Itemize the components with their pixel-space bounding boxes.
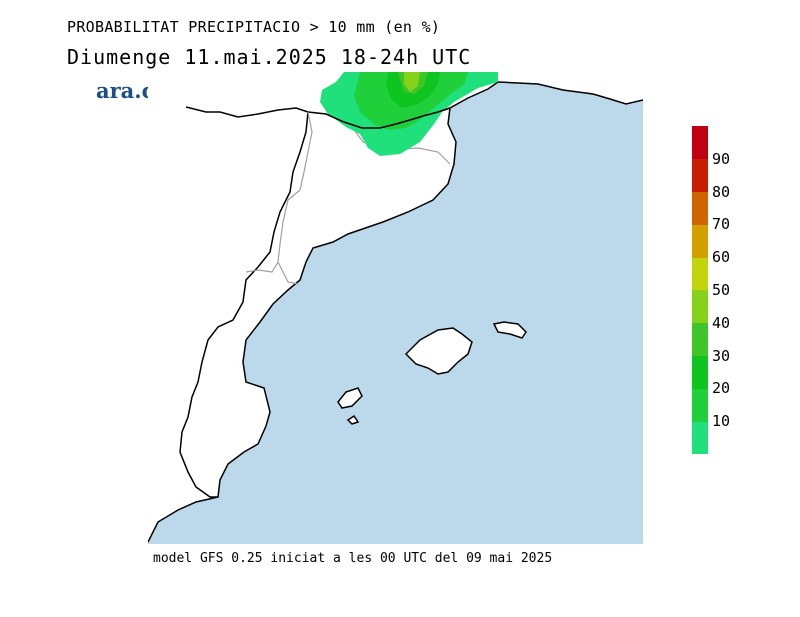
precip-zone-50-60 [404, 72, 420, 92]
island-formentera [346, 414, 360, 425]
legend-label: 20 [712, 379, 731, 398]
legend-swatch [692, 158, 708, 193]
legend-swatch [692, 224, 708, 258]
legend-swatch [692, 355, 708, 389]
map-subtitle-date: Diumenge 11.mai.2025 18-24h UTC [67, 45, 472, 69]
island-mallorca [404, 327, 473, 375]
map-panel [147, 72, 644, 544]
island-menorca [492, 321, 527, 339]
coastline [147, 81, 644, 543]
legend-label: 30 [712, 346, 731, 365]
legend-label: 60 [712, 248, 731, 267]
map-title: PROBABILITAT PRECIPITACIO > 10 mm (en %) [67, 18, 441, 36]
legend-swatch [692, 388, 708, 422]
legend-label: 40 [712, 313, 731, 332]
regional-border [245, 111, 313, 273]
precipitation-map [147, 72, 644, 544]
model-info-footer: model GFS 0.25 iniciat a les 00 UTC del … [153, 551, 553, 566]
legend-label: 80 [712, 182, 731, 201]
legend-label: 90 [712, 149, 731, 168]
legend-swatch [692, 126, 708, 160]
legend-label: 70 [712, 215, 731, 234]
western-border [179, 111, 309, 498]
legend-swatch [692, 322, 708, 357]
inland-area [148, 72, 218, 287]
northern-border-overlay [325, 107, 451, 129]
regional-border [277, 261, 299, 285]
color-legend [692, 126, 708, 455]
legend-swatch [692, 421, 708, 455]
legend-label: 10 [712, 412, 731, 431]
island-ibiza [337, 387, 363, 409]
legend-swatch [692, 290, 708, 324]
legend-label: 50 [712, 281, 731, 299]
land-area [148, 72, 643, 542]
legend-swatch [692, 191, 708, 225]
legend-swatch [692, 257, 708, 291]
